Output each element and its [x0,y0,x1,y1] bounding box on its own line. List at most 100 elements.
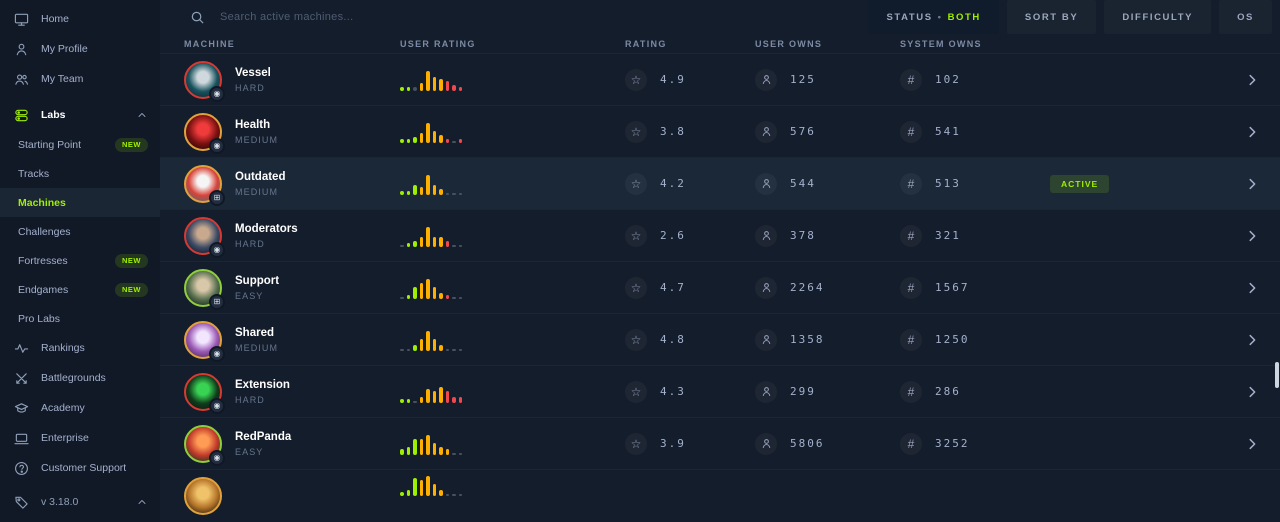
scrollbar-thumb[interactable] [1275,362,1279,388]
chevron-right-icon[interactable] [1245,385,1259,399]
filter-button-status[interactable]: STATUS • BOTH [868,0,999,34]
histogram-bar [452,140,456,143]
histogram-bar [426,174,430,195]
rating-cell: ☆ 3.8 [625,120,755,143]
machine-row[interactable] [160,470,1280,522]
user-rating-histogram [400,173,625,195]
chevron-up-icon [136,496,148,508]
sidebar-item-customer-support[interactable]: Customer Support [0,453,160,483]
sidebar-item-home[interactable]: Home [0,4,160,34]
stat-value: 576 [790,125,816,138]
histogram-bar [432,236,436,247]
new-badge: NEW [115,253,148,268]
stat: ☆ 4.3 [625,380,755,403]
sidebar-item-label: Challenges [18,225,71,238]
stat: 125 [755,68,900,91]
os-badge-icon: ⊞ [209,293,225,310]
sidebar-item-challenges[interactable]: Challenges [0,217,160,246]
histogram-bar [458,192,462,195]
sidebar-item-my-team[interactable]: My Team [0,64,160,94]
sidebar-item-my-profile[interactable]: My Profile [0,34,160,64]
sidebar-item-label: Academy [41,402,85,414]
chevron-right-icon[interactable] [1245,177,1259,191]
main-panel: Search active machines... STATUS • BOTH SOR… [160,0,1280,522]
histogram-bar [452,494,456,496]
star-icon: ☆ [625,380,647,403]
sidebar-item-fortresses[interactable]: Fortresses NEW [0,246,160,275]
filter-button-difficulty[interactable]: DIFFICULTY [1104,0,1212,34]
histogram-bar [419,82,423,91]
machine-row-outdated[interactable]: ⊞ Outdated MEDIUM ☆ 4.2 544 #513 ACTIVE [160,158,1280,210]
search-bar[interactable]: Search active machines... [190,10,868,25]
histogram-bar [426,388,430,403]
help-icon [14,461,29,476]
machine-row-health[interactable]: ◉ Health MEDIUM ☆ 3.8 576 #541 [160,106,1280,158]
sidebar-item-battlegrounds[interactable]: Battlegrounds [0,363,160,393]
histogram-bar [432,184,436,195]
sidebar-item-v-3-18-0[interactable]: v 3.18.0 [0,487,160,517]
histogram-bar [406,348,410,351]
histogram-bar [432,130,436,143]
chevron-right-icon[interactable] [1245,229,1259,243]
machine-row-redpanda[interactable]: ◉ RedPanda EASY ☆ 3.9 5806 #3252 [160,418,1280,470]
enterprise-icon [14,431,29,446]
chevron-right-icon[interactable] [1245,281,1259,295]
filter-button-os[interactable]: OS [1219,0,1272,34]
histogram-bar [413,86,417,91]
sidebar-item-starting-point[interactable]: Starting Point NEW [0,130,160,159]
sidebar-item-enterprise[interactable]: Enterprise [0,423,160,453]
machine-row-moderators[interactable]: ◉ Moderators HARD ☆ 2.6 378 #321 [160,210,1280,262]
filter-button-sort-by[interactable]: SORT BY [1006,0,1097,34]
machine-cell: ◉ Extension HARD [160,372,400,414]
machine-name: Extension [235,379,290,391]
sidebar-item-tracks[interactable]: Tracks [0,159,160,188]
stat: ☆ 2.6 [625,224,755,247]
machine-row-vessel[interactable]: ◉ Vessel HARD ☆ 4.9 125 #102 [160,54,1280,106]
histogram-bar [426,278,430,299]
sidebar-item-label: Pro Labs [18,312,61,325]
os-badge-icon: ◉ [209,449,225,466]
chevron-right-icon[interactable] [1245,73,1259,87]
stat-value: 1567 [935,281,970,294]
histogram-bar [406,242,410,247]
stat: ☆ 3.9 [625,432,755,455]
histogram-bar [458,452,462,455]
sidebar-item-endgames[interactable]: Endgames NEW [0,275,160,304]
tag-icon [14,495,29,510]
new-badge: NEW [115,137,148,152]
histogram-bar [406,446,410,455]
person-icon [755,328,777,351]
chevron-right-icon[interactable] [1245,333,1259,347]
sidebar-item-rankings[interactable]: Rankings [0,333,160,363]
row-chevron-cell [1224,125,1280,139]
machine-row-extension[interactable]: ◉ Extension HARD ☆ 4.3 299 #286 [160,366,1280,418]
user-rating-cell [400,433,625,455]
histogram-bar [400,296,404,299]
sidebar-item-machines[interactable]: Machines [0,188,160,217]
histogram-bar [439,344,443,351]
sidebar-item-academy[interactable]: Academy [0,393,160,423]
histogram-bar [452,396,456,403]
os-badge-icon: ⊞ [209,189,225,206]
person-icon [755,120,777,143]
histogram-bar [426,70,430,91]
user-rating-cell [400,381,625,403]
sidebar-item-labs[interactable]: Labs [0,100,160,130]
histogram-bar [452,348,456,351]
chevron-right-icon[interactable] [1245,125,1259,139]
machine-info: Moderators HARD [235,222,298,249]
histogram-bar [413,240,417,247]
person-icon [755,172,777,195]
histogram-bar [452,192,456,195]
histogram-bar [400,448,404,455]
star-icon: ☆ [625,276,647,299]
machine-row-support[interactable]: ⊞ Support EASY ☆ 4.7 2264 #1567 [160,262,1280,314]
histogram-bar [419,438,423,455]
stat-value: 102 [935,73,961,86]
sidebar-item-pro-labs[interactable]: Pro Labs [0,304,160,333]
star-icon: ☆ [625,224,647,247]
user-rating-histogram [400,225,625,247]
sidebar-item-label: Endgames [18,283,69,296]
chevron-right-icon[interactable] [1245,437,1259,451]
machine-row-shared[interactable]: ◉ Shared MEDIUM ☆ 4.8 1358 #1250 [160,314,1280,366]
